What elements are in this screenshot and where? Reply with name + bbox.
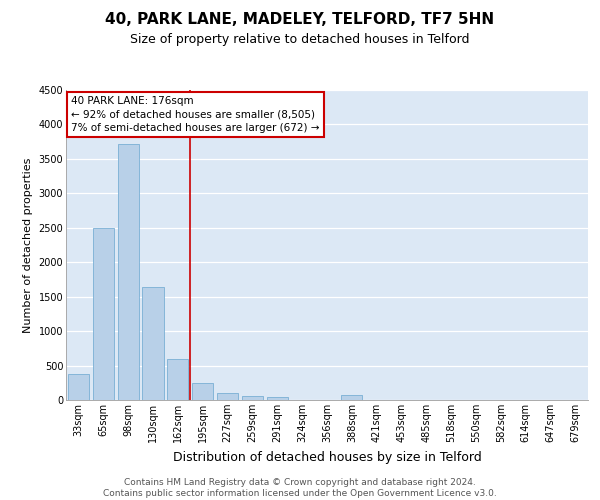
Bar	[267, 397, 288, 400]
Text: Contains HM Land Registry data © Crown copyright and database right 2024.
Contai: Contains HM Land Registry data © Crown c…	[103, 478, 497, 498]
Bar	[68, 374, 89, 400]
Bar	[242, 396, 263, 400]
Bar	[192, 384, 213, 400]
Bar	[118, 144, 139, 400]
Text: Size of property relative to detached houses in Telford: Size of property relative to detached ho…	[130, 32, 470, 46]
X-axis label: Distribution of detached houses by size in Telford: Distribution of detached houses by size …	[173, 450, 481, 464]
Bar	[142, 287, 164, 400]
Bar	[93, 228, 114, 400]
Bar	[217, 393, 238, 400]
Bar	[341, 395, 362, 400]
Y-axis label: Number of detached properties: Number of detached properties	[23, 158, 33, 332]
Bar	[167, 358, 188, 400]
Text: 40, PARK LANE, MADELEY, TELFORD, TF7 5HN: 40, PARK LANE, MADELEY, TELFORD, TF7 5HN	[106, 12, 494, 28]
Text: 40 PARK LANE: 176sqm
← 92% of detached houses are smaller (8,505)
7% of semi-det: 40 PARK LANE: 176sqm ← 92% of detached h…	[71, 96, 320, 132]
